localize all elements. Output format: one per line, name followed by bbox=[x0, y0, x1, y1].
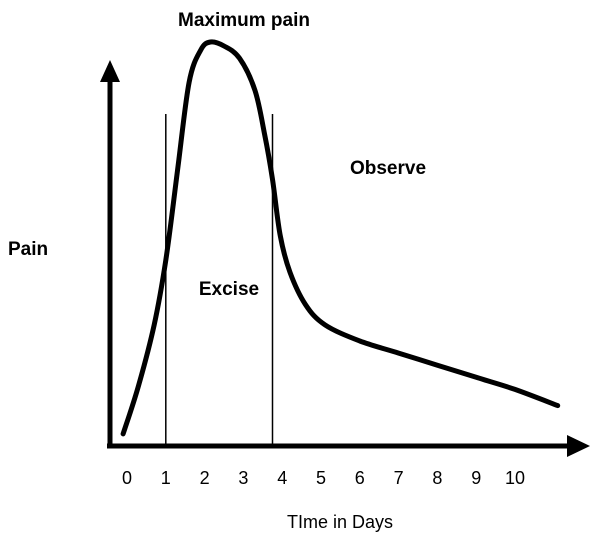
pain-curve bbox=[120, 39, 561, 437]
y-axis-arrowhead bbox=[100, 60, 120, 82]
observe-annotation: Observe bbox=[350, 158, 426, 179]
x-tick-label: 5 bbox=[316, 468, 326, 488]
x-tick-label: 1 bbox=[161, 468, 171, 488]
x-tick-labels: 0 1 2 3 4 5 6 7 8 9 10 bbox=[122, 468, 525, 488]
x-tick-label: 6 bbox=[355, 468, 365, 488]
x-tick-label: 10 bbox=[505, 468, 525, 488]
peak-annotation: Maximum pain bbox=[178, 10, 310, 31]
x-tick-label: 0 bbox=[122, 468, 132, 488]
axes bbox=[100, 60, 590, 457]
y-axis-label: Pain bbox=[8, 239, 48, 260]
x-tick-label: 2 bbox=[200, 468, 210, 488]
excise-annotation: Excise bbox=[199, 279, 259, 300]
x-tick-label: 9 bbox=[471, 468, 481, 488]
x-tick-label: 8 bbox=[432, 468, 442, 488]
x-tick-label: 7 bbox=[394, 468, 404, 488]
x-tick-label: 4 bbox=[277, 468, 287, 488]
x-tick-label: 3 bbox=[238, 468, 248, 488]
x-axis-label: TIme in Days bbox=[287, 512, 393, 532]
x-axis-arrowhead bbox=[567, 435, 590, 457]
